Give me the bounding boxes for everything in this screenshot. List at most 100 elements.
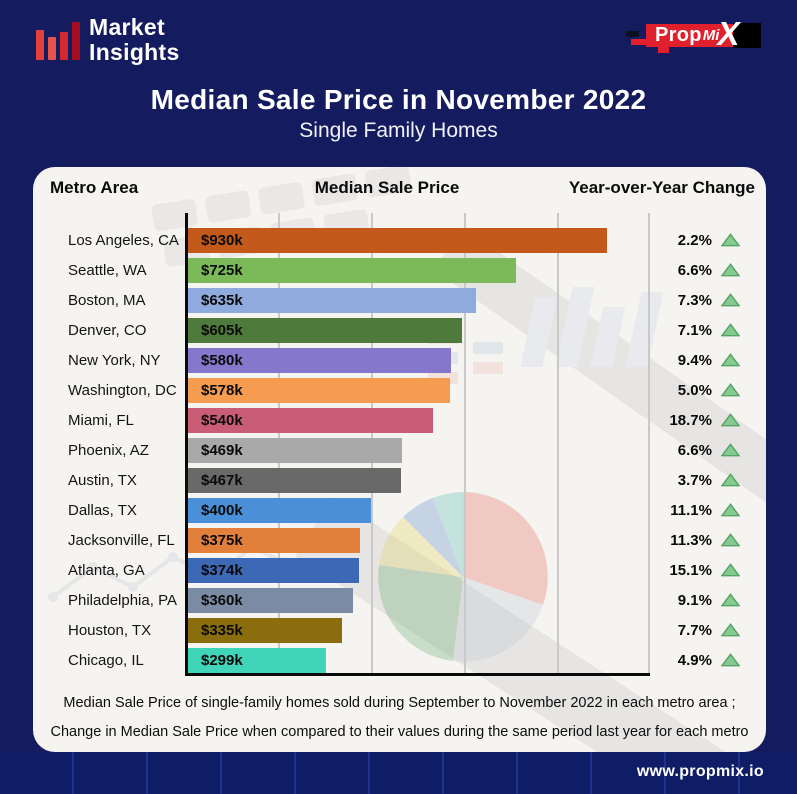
metro-label: Jacksonville, FL — [68, 531, 175, 549]
price-bar: $374k — [188, 557, 360, 583]
up-triangle-icon — [721, 353, 740, 367]
table-row: New York, NY $580k 9.4% — [33, 345, 766, 375]
yoy-cell: 11.3% — [650, 532, 766, 549]
website-link[interactable]: www.propmix.io — [636, 763, 764, 780]
propmix-text-mi: Mi — [702, 27, 720, 44]
up-triangle-icon — [721, 503, 740, 517]
yoy-cell: 11.1% — [650, 502, 766, 519]
logo-bar — [36, 30, 44, 61]
price-bar: $540k — [188, 407, 434, 433]
logo-bar — [60, 32, 68, 61]
up-triangle-icon — [721, 593, 740, 607]
metro-label: Houston, TX — [68, 621, 152, 639]
up-triangle-icon — [721, 653, 740, 667]
up-triangle-icon — [721, 323, 740, 337]
yoy-cell: 2.2% — [650, 232, 766, 249]
yoy-value: 7.1% — [677, 321, 712, 339]
yoy-cell: 7.1% — [650, 322, 766, 339]
table-row: Atlanta, GA $374k 15.1% — [33, 555, 766, 585]
footnote: Median Sale Price of single-family homes… — [33, 689, 766, 747]
yoy-value: 3.7% — [677, 471, 712, 489]
bar-track: $335k — [185, 617, 650, 643]
yoy-value: 11.1% — [670, 501, 712, 519]
logo-bar — [48, 37, 56, 61]
price-bar: $400k — [188, 497, 371, 523]
table-row: Washington, DC $578k 5.0% — [33, 375, 766, 405]
price-bar: $578k — [188, 377, 451, 403]
propmix-text-prop: Prop — [655, 24, 702, 46]
propmix-text-x: X — [717, 15, 740, 52]
propmix-logo: Prop Mi X — [626, 17, 762, 53]
propmix-black-box: X — [717, 17, 762, 50]
yoy-value: 11.3% — [670, 531, 712, 549]
yoy-value: 9.1% — [677, 591, 712, 609]
yoy-cell: 3.7% — [650, 472, 766, 489]
metro-label: New York, NY — [68, 351, 161, 369]
logo-line-1: Market — [89, 14, 165, 40]
metro-label: Seattle, WA — [68, 261, 147, 279]
price-bar: $360k — [188, 587, 354, 613]
bar-track: $580k — [185, 347, 650, 373]
bar-track: $299k — [185, 647, 650, 673]
up-triangle-icon — [721, 533, 740, 547]
y-axis-line — [185, 213, 188, 676]
logo-bar — [72, 22, 80, 61]
table-row: Philadelphia, PA $360k 9.1% — [33, 585, 766, 615]
metro-label: Los Angeles, CA — [68, 231, 179, 249]
bar-chart-icon — [36, 17, 80, 63]
column-header-yoy-change: Year-over-Year Change — [568, 178, 755, 197]
chart-rows: Los Angeles, CA $930k 2.2% Seattle, WA $… — [33, 225, 766, 675]
table-row: Dallas, TX $400k 11.1% — [33, 495, 766, 525]
price-bar: $469k — [188, 437, 402, 463]
market-insights-wordmark: Market Insights — [89, 14, 180, 66]
price-value: $374k — [201, 561, 243, 579]
price-value: $400k — [201, 501, 243, 519]
metro-label: Austin, TX — [68, 471, 137, 489]
metro-label: Dallas, TX — [68, 501, 137, 519]
price-bar: $635k — [188, 287, 476, 313]
bar-track: $578k — [185, 377, 650, 403]
yoy-value: 6.6% — [677, 441, 712, 459]
gridline — [464, 213, 466, 676]
propmix-dash-red-small — [658, 47, 669, 53]
up-triangle-icon — [721, 233, 740, 247]
price-value: $580k — [201, 351, 243, 369]
gridline — [648, 213, 650, 676]
yoy-value: 5.0% — [677, 381, 712, 399]
metro-label: Chicago, IL — [68, 651, 144, 669]
yoy-cell: 7.7% — [650, 622, 766, 639]
page-subtitle: Single Family Homes — [299, 119, 498, 142]
table-row: Seattle, WA $725k 6.6% — [33, 255, 766, 285]
bar-track: $360k — [185, 587, 650, 613]
yoy-value: 4.9% — [677, 651, 712, 669]
table-row: Jacksonville, FL $375k 11.3% — [33, 525, 766, 555]
metro-label: Phoenix, AZ — [68, 441, 149, 459]
yoy-cell: 18.7% — [650, 412, 766, 429]
price-bar: $299k — [188, 647, 327, 673]
bar-track: $467k — [185, 467, 650, 493]
yoy-cell: 6.6% — [650, 442, 766, 459]
up-triangle-icon — [721, 413, 740, 427]
bottom-band: www.propmix.io — [0, 752, 797, 794]
metro-label: Washington, DC — [68, 381, 177, 399]
price-value: $467k — [201, 471, 243, 489]
price-value: $578k — [201, 381, 243, 399]
up-triangle-icon — [721, 293, 740, 307]
table-row: Boston, MA $635k 7.3% — [33, 285, 766, 315]
yoy-value: 15.1% — [669, 561, 712, 579]
column-header-median-sale-price: Median Sale Price — [314, 178, 460, 197]
table-row: Denver, CO $605k 7.1% — [33, 315, 766, 345]
price-value: $540k — [201, 411, 243, 429]
price-value: $299k — [201, 651, 243, 669]
table-row: Chicago, IL $299k 4.9% — [33, 645, 766, 675]
up-triangle-icon — [721, 473, 740, 487]
metro-label: Philadelphia, PA — [68, 591, 177, 609]
yoy-value: 6.6% — [677, 261, 712, 279]
page-title: Median Sale Price in November 2022 — [150, 84, 647, 115]
metro-label: Boston, MA — [68, 291, 146, 309]
table-row: Los Angeles, CA $930k 2.2% — [33, 225, 766, 255]
table-row: Houston, TX $335k 7.7% — [33, 615, 766, 645]
price-bar: $467k — [188, 467, 401, 493]
column-header-metro-area: Metro Area — [50, 178, 139, 197]
